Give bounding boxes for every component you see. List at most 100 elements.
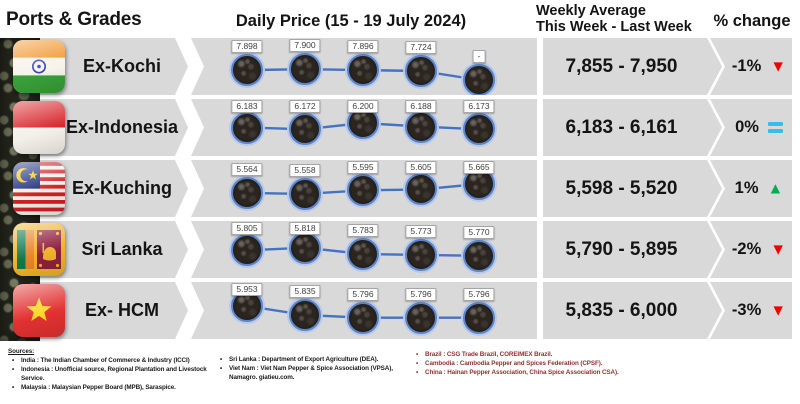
price-point-label: 5.796 [405, 287, 437, 301]
sources-heading: Sources: [8, 348, 35, 355]
port-row: Sri Lanka 5.805 5.818 5.783 5.773 5.770 5,790 … [0, 221, 800, 278]
pct-change-value: -3% [731, 301, 762, 319]
price-point-label: - [472, 50, 486, 63]
red-down-triangle-icon: ▼ [770, 58, 787, 75]
green-up-triangle-icon: ▲ [767, 180, 784, 197]
source-item: Brazil : CSG Trade Brazil, COREIMEX Braz… [412, 350, 670, 359]
vietnam-flag-icon [13, 284, 65, 337]
sources-column-1: Sources: India : The Indian Chamber of C… [8, 347, 208, 392]
price-point-label: 5.605 [405, 161, 437, 174]
weekly-average-value: 5,598 - 5,520 [543, 160, 722, 217]
port-row: Ex-Kuching 5.564 5.558 5.595 5.605 5.665 5,598… [0, 160, 800, 217]
port-row: Ex-Indonesia 6.183 6.172 6.200 6.188 6.173 6,1… [0, 99, 800, 156]
price-point-label: 6.183 [231, 100, 263, 113]
peppercorn-icon [231, 234, 263, 267]
malaysia-flag-icon [13, 162, 65, 215]
peppercorn-icon [289, 177, 321, 210]
peppercorn-icon [347, 301, 379, 334]
price-point-label: 5.773 [405, 224, 437, 238]
daily-price-heading: Daily Price (15 - 19 July 2024) [235, 12, 467, 30]
price-point-label: 6.200 [347, 100, 379, 113]
price-point-label: 5.805 [231, 222, 263, 235]
pct-change-cell: -3% ▼ [710, 282, 792, 339]
peppercorn-icon [231, 177, 263, 209]
peppercorn-icon [347, 54, 379, 87]
ports-grades-heading: Ports & Grades [6, 9, 142, 30]
source-item: Malaysia : Malaysian Pepper Board (MPB),… [8, 383, 208, 392]
port-rows: Ex-Kochi 7.898 7.900 7.896 7.724-7,855 - 7,9… [0, 38, 800, 343]
peppercorn-icon [231, 290, 263, 322]
weekly-average-value: 6,183 - 6,161 [543, 99, 722, 156]
peppercorn-icon [289, 299, 321, 331]
peppercorn-icon [463, 301, 495, 334]
source-item: Cambodia : Cambodia Pepper and Spices Fe… [412, 359, 670, 368]
peppercorn-icon [289, 231, 321, 264]
price-point-label: 5.558 [289, 163, 321, 177]
daily-price-chart: 7.898 7.900 7.896 7.724 - [191, 38, 537, 95]
peppercorn-icon [405, 173, 437, 206]
source-item: Viet Nam : Viet Nam Pepper & Spice Assoc… [216, 364, 404, 382]
price-point-label: 7.896 [347, 40, 379, 54]
price-point-label: 5.564 [231, 163, 263, 176]
pct-change-value: 0% [735, 118, 759, 136]
weekly-average-value: 5,835 - 6,000 [543, 282, 722, 339]
pct-change-heading: % change [713, 12, 791, 30]
price-point-label: 5.796 [347, 287, 379, 301]
price-point-label: 5.783 [347, 224, 379, 237]
pct-change-value: 1% [734, 179, 759, 197]
daily-price-chart: 5.953 5.835 5.796 5.796 5.796 [191, 282, 537, 339]
peppercorn-icon [231, 54, 263, 87]
peppercorn-icon [463, 113, 495, 146]
source-item: Indonesia : Unofficial source, Regional … [8, 365, 208, 383]
pct-change-cell: -1% ▼ [710, 38, 792, 95]
pct-change-value: -1% [731, 57, 762, 75]
price-point-label: 5.835 [289, 285, 321, 298]
price-point-label: 7.724 [405, 41, 437, 54]
daily-price-chart: 5.564 5.558 5.595 5.605 5.665 [191, 160, 537, 217]
price-point-label: 5.665 [463, 161, 495, 174]
daily-price-chart: 6.183 6.172 6.200 6.188 6.173 [191, 99, 537, 156]
price-point-label: 5.953 [231, 283, 263, 296]
price-point-label: 7.900 [289, 39, 321, 53]
peppercorn-icon [289, 53, 321, 86]
weekly-average-value: 7,855 - 7,950 [543, 38, 722, 95]
port-row: Ex- HCM 5.953 5.835 5.796 5.796 5.796 5,835 - … [0, 282, 800, 339]
sri-lanka-flag-icon [13, 223, 65, 276]
sources-column-2: Sri Lanka : Department of Export Agricul… [216, 355, 404, 392]
source-item: India : The Indian Chamber of Commerce &… [8, 356, 208, 365]
price-point-label: 6.188 [405, 100, 437, 113]
price-point-label: 5.796 [463, 287, 495, 301]
peppercorn-icon [347, 238, 379, 270]
indonesia-flag-icon [13, 101, 65, 154]
pct-change-value: -2% [731, 240, 762, 258]
price-point-label: 5.595 [347, 161, 379, 174]
weekly-average-value: 5,790 - 5,895 [543, 221, 722, 278]
peppercorn-icon [405, 55, 437, 87]
red-down-triangle-icon: ▼ [770, 241, 787, 258]
peppercorn-icon [405, 238, 437, 271]
price-point-label: 5.818 [289, 222, 321, 235]
peppercorn-icon [405, 301, 437, 334]
price-point-label: 6.173 [463, 100, 495, 113]
daily-price-chart: 5.805 5.818 5.783 5.773 5.770 [191, 221, 537, 278]
weekly-average-heading: Weekly Average This Week - Last Week [536, 3, 692, 35]
weekly-average-heading-line1: Weekly Average [536, 3, 646, 19]
peppercorn-icon [289, 113, 321, 146]
source-item: Sri Lanka : Department of Export Agricul… [216, 355, 404, 364]
india-flag-icon [13, 40, 65, 93]
sources-footer: Sources: India : The Indian Chamber of C… [8, 347, 670, 392]
weekly-average-heading-line2: This Week - Last Week [536, 19, 692, 35]
source-item: China : Hainan Pepper Association, China… [412, 368, 670, 377]
port-row: Ex-Kochi 7.898 7.900 7.896 7.724-7,855 - 7,9… [0, 38, 800, 95]
pct-change-cell: 1% ▲ [710, 160, 792, 217]
pct-change-cell: 0% [710, 99, 792, 156]
peppercorn-icon [405, 110, 437, 143]
peppercorn-icon [231, 111, 263, 144]
price-point-label: 7.898 [231, 40, 263, 54]
peppercorn-icon [347, 174, 379, 207]
pct-change-cell: -2% ▼ [710, 221, 792, 278]
price-point-label: 6.172 [289, 100, 321, 113]
price-point-label: 5.770 [463, 225, 495, 239]
peppercorn-icon [463, 64, 495, 95]
